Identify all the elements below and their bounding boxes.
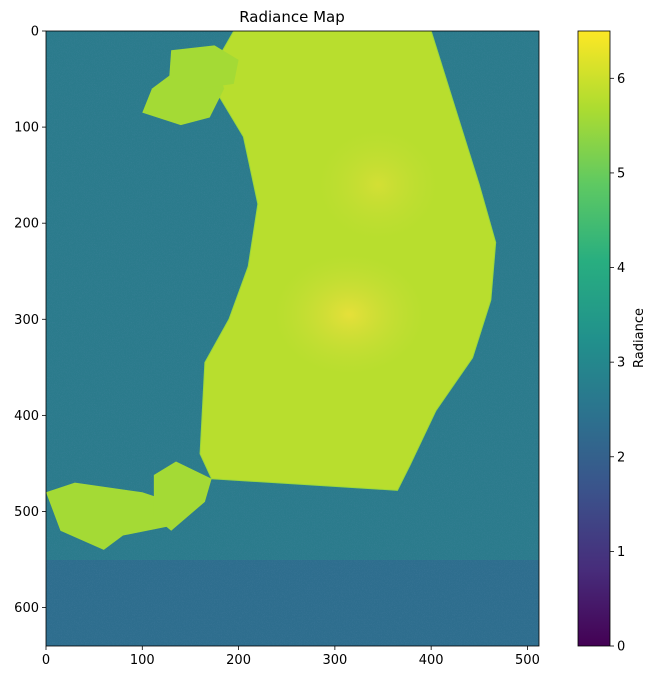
subject-limb [169, 45, 239, 89]
x-tick-label: 100 [130, 653, 155, 668]
colorbar-tick-label: 4 [617, 261, 625, 276]
y-tick-label: 100 [14, 121, 39, 136]
colorbar-ticks: 0 1 2 3 4 5 6 [610, 72, 625, 655]
y-tick-label: 600 [14, 601, 39, 616]
plot-frame [45, 30, 540, 647]
x-tick-label: 500 [515, 653, 540, 668]
y-tick-label: 200 [14, 217, 39, 232]
colorbar-tick-label: 1 [617, 545, 625, 560]
colorbar-tick-label: 5 [617, 166, 625, 181]
x-tick-label: 300 [322, 653, 347, 668]
colorbar-tick-label: 0 [617, 640, 625, 655]
x-axis: 0 100 200 300 400 500 [42, 646, 540, 668]
bright-region [318, 129, 439, 240]
subject-limb [153, 461, 212, 531]
x-tick-label: 0 [42, 653, 50, 668]
y-tick-label: 500 [14, 505, 39, 520]
chart-title: Radiance Map [239, 8, 345, 26]
x-tick-label: 200 [226, 653, 251, 668]
colorbar-gradient [577, 30, 611, 647]
y-tick-label: 300 [14, 313, 39, 328]
colorbar-tick-label: 2 [617, 450, 625, 465]
bright-region [274, 254, 425, 375]
y-axis: 0 100 200 300 400 500 600 [14, 25, 46, 616]
colorbar-tick-label: 3 [617, 356, 625, 371]
x-tick-label: 400 [419, 653, 444, 668]
plot-area [46, 31, 539, 646]
colorbar: 0 1 2 3 4 5 6 Radiance [577, 30, 647, 655]
y-tick-label: 0 [31, 25, 39, 40]
colorbar-label: Radiance [632, 308, 647, 368]
colorbar-tick-label: 6 [617, 72, 625, 87]
y-tick-label: 400 [14, 409, 39, 424]
subject-region [46, 31, 497, 550]
subject-limb [46, 482, 172, 550]
